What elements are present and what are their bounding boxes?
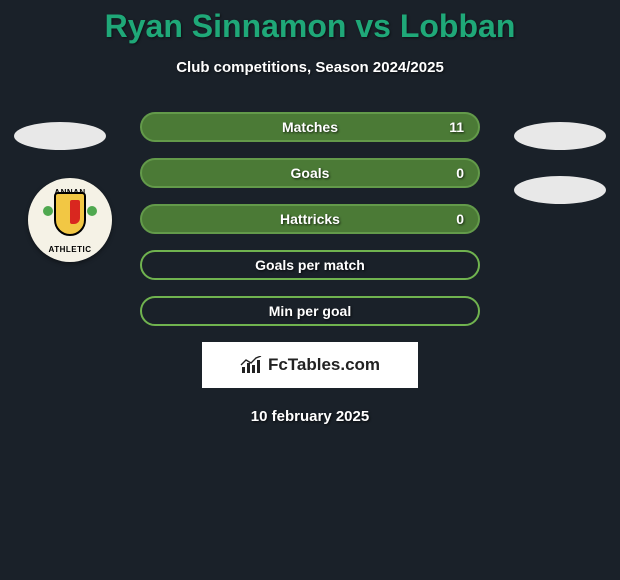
stat-bar-label: Min per goal (269, 303, 351, 319)
stat-bar: Goals 0 (140, 158, 480, 188)
player-right-placeholder-1 (514, 122, 606, 150)
player-right-placeholder-2 (514, 176, 606, 204)
player-left-placeholder (14, 122, 106, 150)
generated-date: 10 february 2025 (0, 408, 620, 425)
badge-shield-icon (54, 192, 86, 236)
stat-bar-value: 0 (456, 211, 464, 227)
stat-bar-label: Hattricks (280, 211, 340, 227)
stat-bar-label: Goals (291, 165, 330, 181)
brand-box: FcTables.com (202, 342, 418, 388)
stat-bar-value: 0 (456, 165, 464, 181)
brand-label: FcTables.com (268, 355, 380, 375)
stat-bar: Goals per match (140, 250, 480, 280)
stat-bars: Matches 11 Goals 0 Hattricks 0 Goals per match… (140, 112, 480, 326)
stat-bar: Min per goal (140, 296, 480, 326)
stat-bar: Hattricks 0 (140, 204, 480, 234)
stat-bar-label: Matches (282, 119, 338, 135)
subtitle: Club competitions, Season 2024/2025 (0, 59, 620, 76)
page-title: Ryan Sinnamon vs Lobban (0, 0, 620, 45)
badge-thistle-icon (43, 206, 53, 216)
stat-bar-label: Goals per match (255, 257, 365, 273)
brand-chart-icon (240, 356, 262, 374)
badge-text-bottom: ATHLETIC (47, 245, 93, 254)
stat-bar: Matches 11 (140, 112, 480, 142)
badge-thistle-icon (87, 206, 97, 216)
club-badge: ANNAN ATHLETIC (28, 178, 112, 262)
stat-bar-value: 11 (449, 119, 464, 135)
